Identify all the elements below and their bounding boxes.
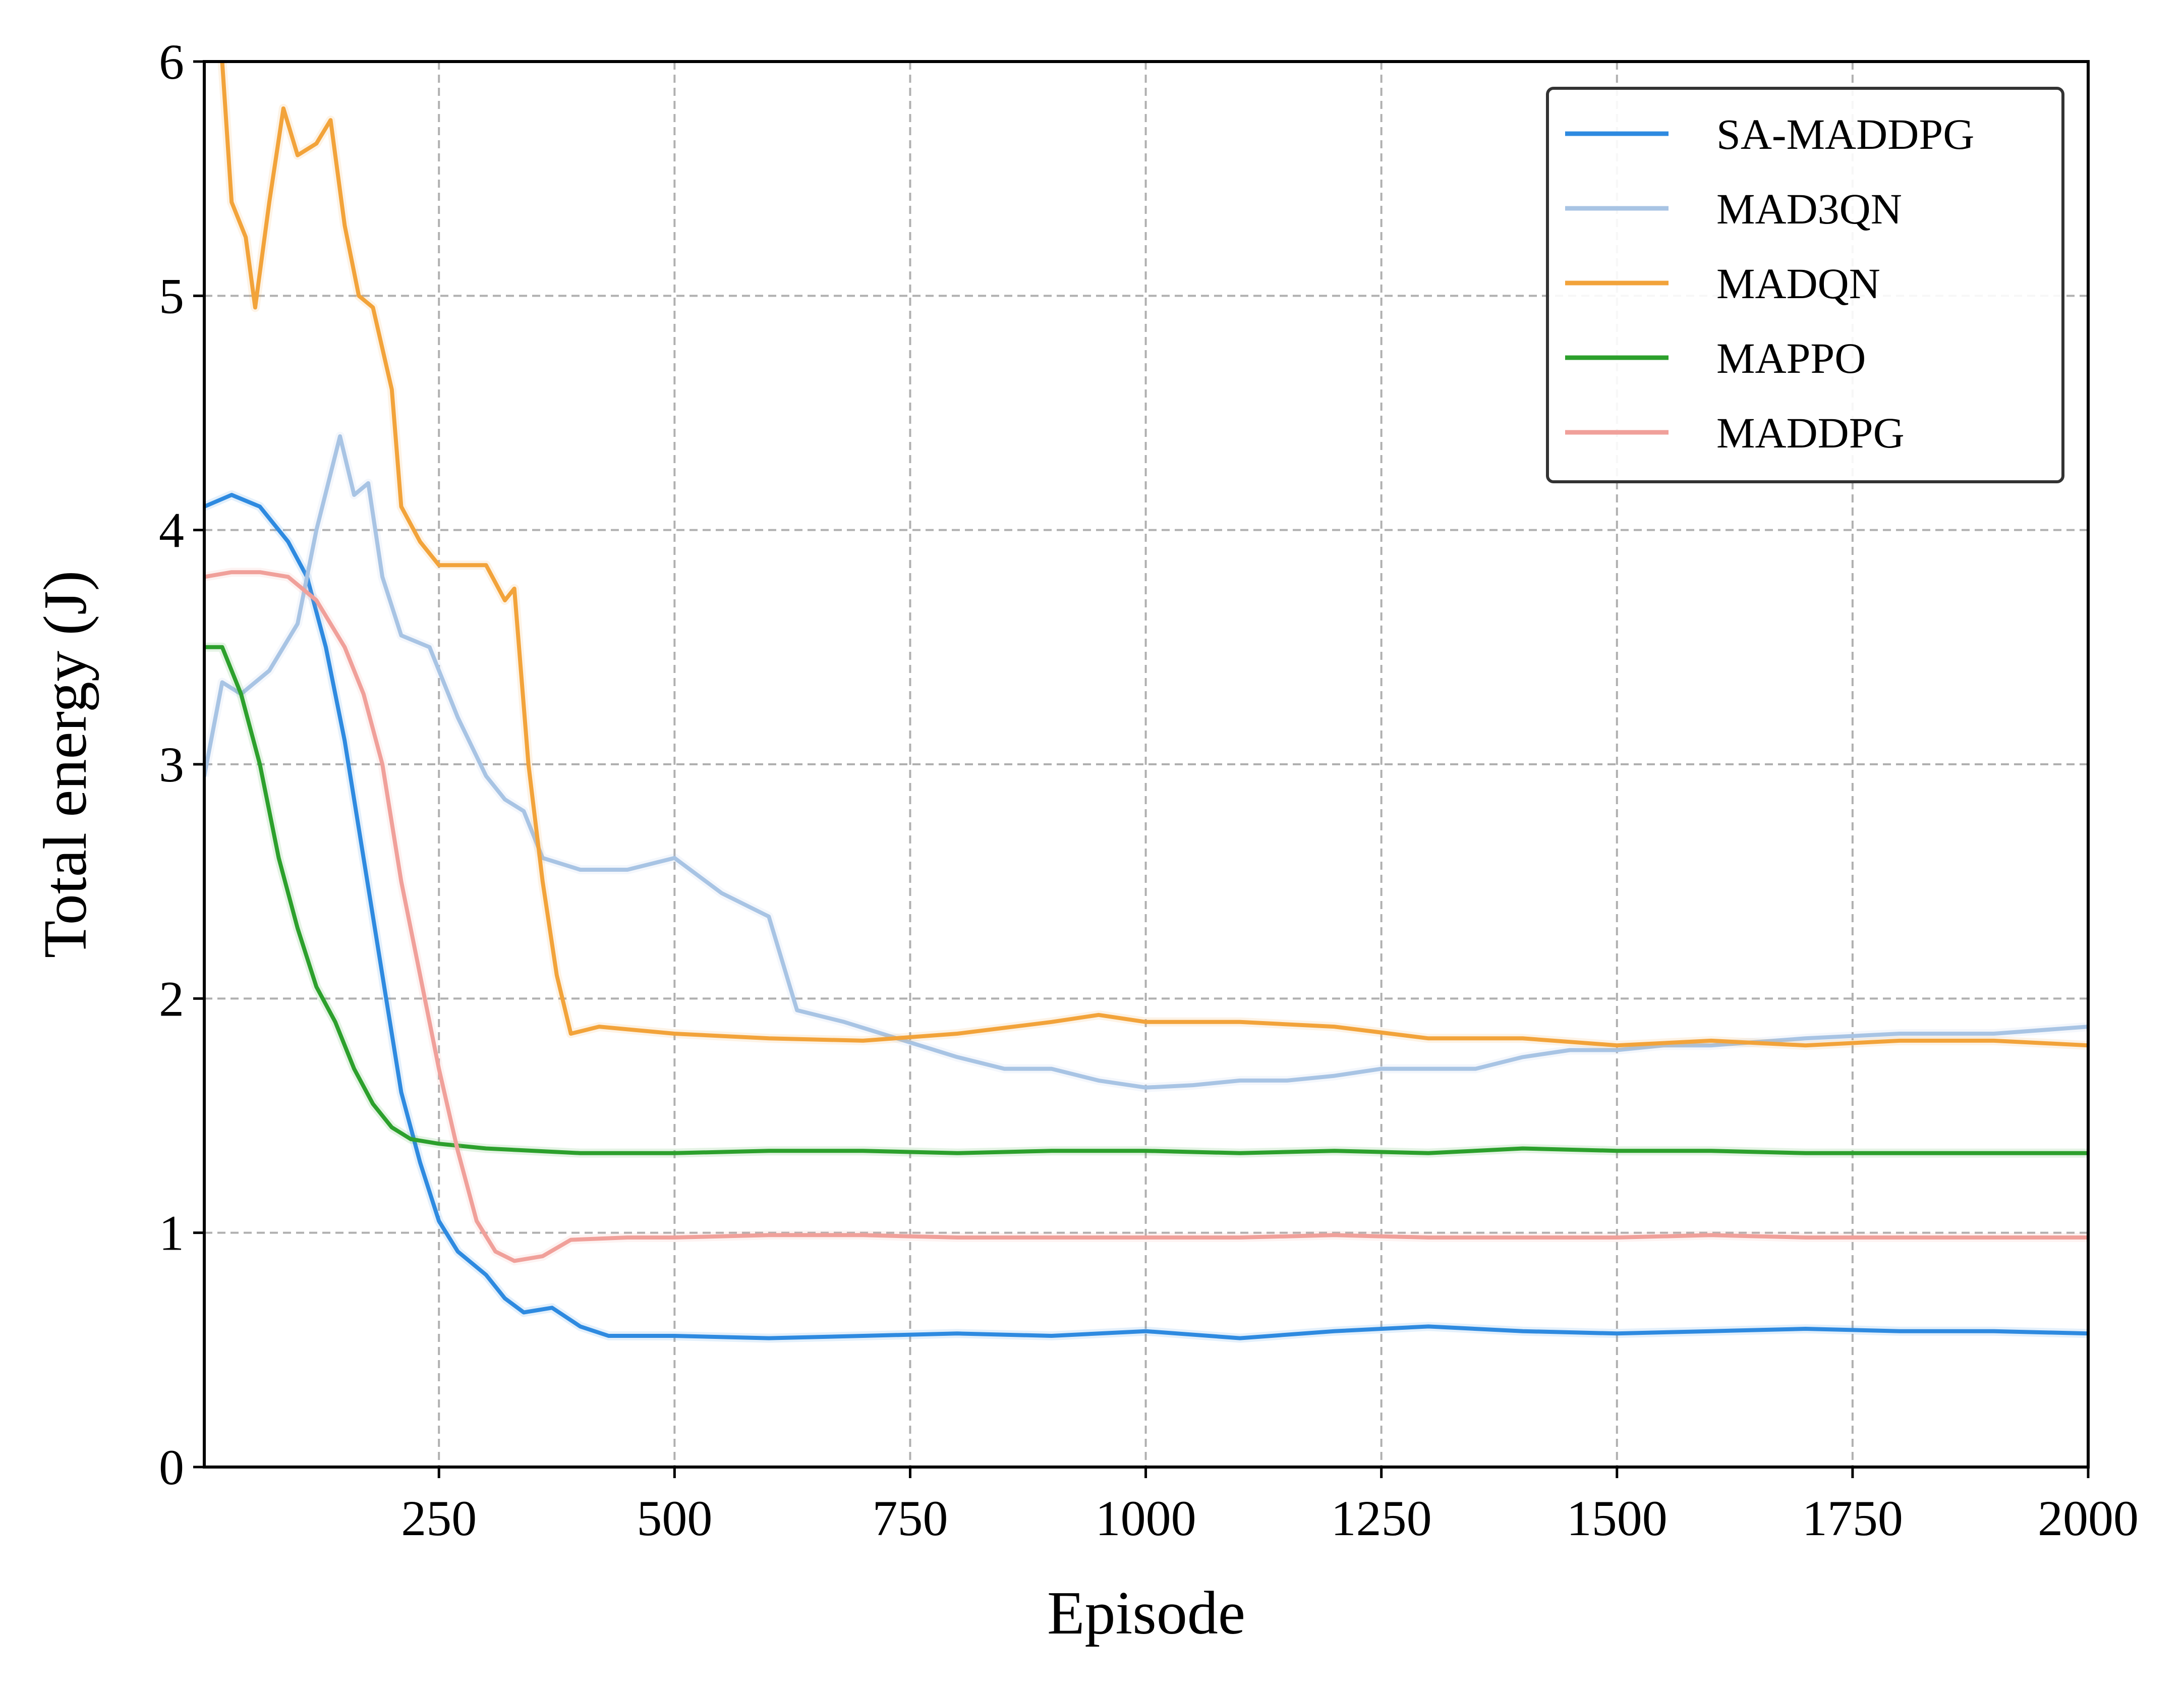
y-tick-label: 3 [159,737,184,793]
y-tick-label: 1 [159,1205,184,1261]
x-tick-label: 2000 [2038,1490,2139,1546]
legend-label-madqn: MADQN [1716,259,1880,308]
legend-label-sa-maddpg: SA-MADDPG [1716,110,1974,158]
series-lines [204,62,2088,1343]
series-line-maddpg [204,570,2088,1263]
x-tick-label: 1500 [1567,1490,1668,1546]
series-line-mappo [204,645,2088,1155]
legend-label-mad3qn: MAD3QN [1716,185,1902,233]
axis-ticks: 250 500 750 1000 1250 1500 1750 2000 0 1 2 3 4 5 6 [159,34,2139,1546]
series-line-mad3qn [204,434,2088,1090]
y-tick-label: 2 [159,971,184,1027]
y-axis-label: Total energy (J) [31,571,99,958]
legend-label-mappo: MAPPO [1716,334,1866,382]
series-line-sa-maddpg [204,493,2088,1340]
y-tick-label: 0 [159,1439,184,1495]
x-tick-label: 250 [401,1490,477,1546]
x-tick-label: 1250 [1331,1490,1432,1546]
x-tick-label: 1750 [1802,1490,1903,1546]
series-line-madqn [220,62,2088,1048]
legend-frame [1546,87,2064,483]
y-tick-label: 5 [159,268,184,324]
x-tick-label: 1000 [1096,1490,1196,1546]
x-axis-label: Episode [1047,1579,1245,1647]
legend: SA-MADDPG MAD3QN MADQN MAPPO MADDPG [1546,87,2064,483]
x-tick-label: 750 [872,1490,948,1546]
y-tick-label: 4 [159,502,184,558]
y-tick-label: 6 [159,34,184,90]
x-tick-label: 500 [637,1490,712,1546]
legend-label-maddpg: MADDPG [1716,409,1905,457]
